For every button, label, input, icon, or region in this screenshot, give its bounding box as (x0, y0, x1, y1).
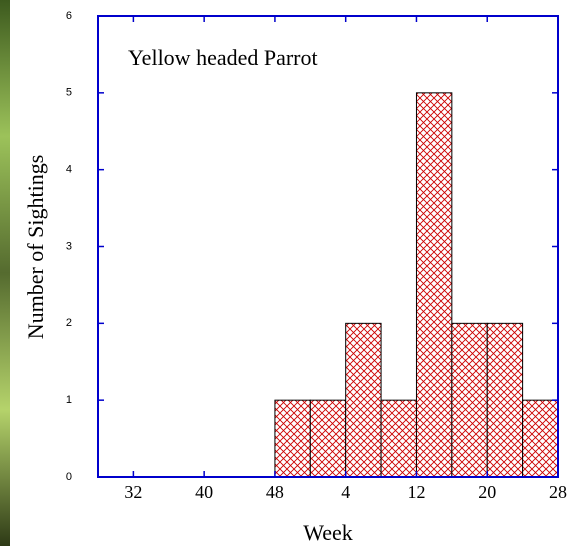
bar (345, 322, 382, 478)
x-tick-label: 20 (478, 482, 496, 502)
y-axis-label: Number of Sightings (23, 155, 48, 340)
bar (274, 399, 311, 478)
photo-strip (0, 0, 10, 546)
y-tick-label: 1 (66, 394, 72, 406)
chart-title: Yellow headed Parrot (128, 45, 318, 70)
y-tick-label: 6 (66, 10, 72, 22)
x-tick-label: 40 (195, 482, 213, 502)
y-tick-label: 4 (66, 164, 72, 176)
x-tick-label: 12 (407, 482, 425, 502)
bar (309, 399, 347, 478)
bar (415, 92, 453, 478)
x-tick-label: 4 (341, 482, 350, 502)
bar (451, 322, 488, 478)
bar (486, 322, 524, 478)
x-tick-label: 32 (124, 482, 142, 502)
x-axis-label: Week (303, 520, 353, 545)
y-tick-label: 2 (66, 317, 72, 329)
bar (380, 399, 417, 478)
x-tick-label: 48 (266, 482, 284, 502)
x-tick-label: 28 (549, 482, 567, 502)
y-tick-label: 5 (66, 87, 72, 99)
y-tick-label: 0 (66, 471, 72, 483)
y-tick-label: 3 (66, 240, 72, 252)
bar (522, 399, 559, 478)
